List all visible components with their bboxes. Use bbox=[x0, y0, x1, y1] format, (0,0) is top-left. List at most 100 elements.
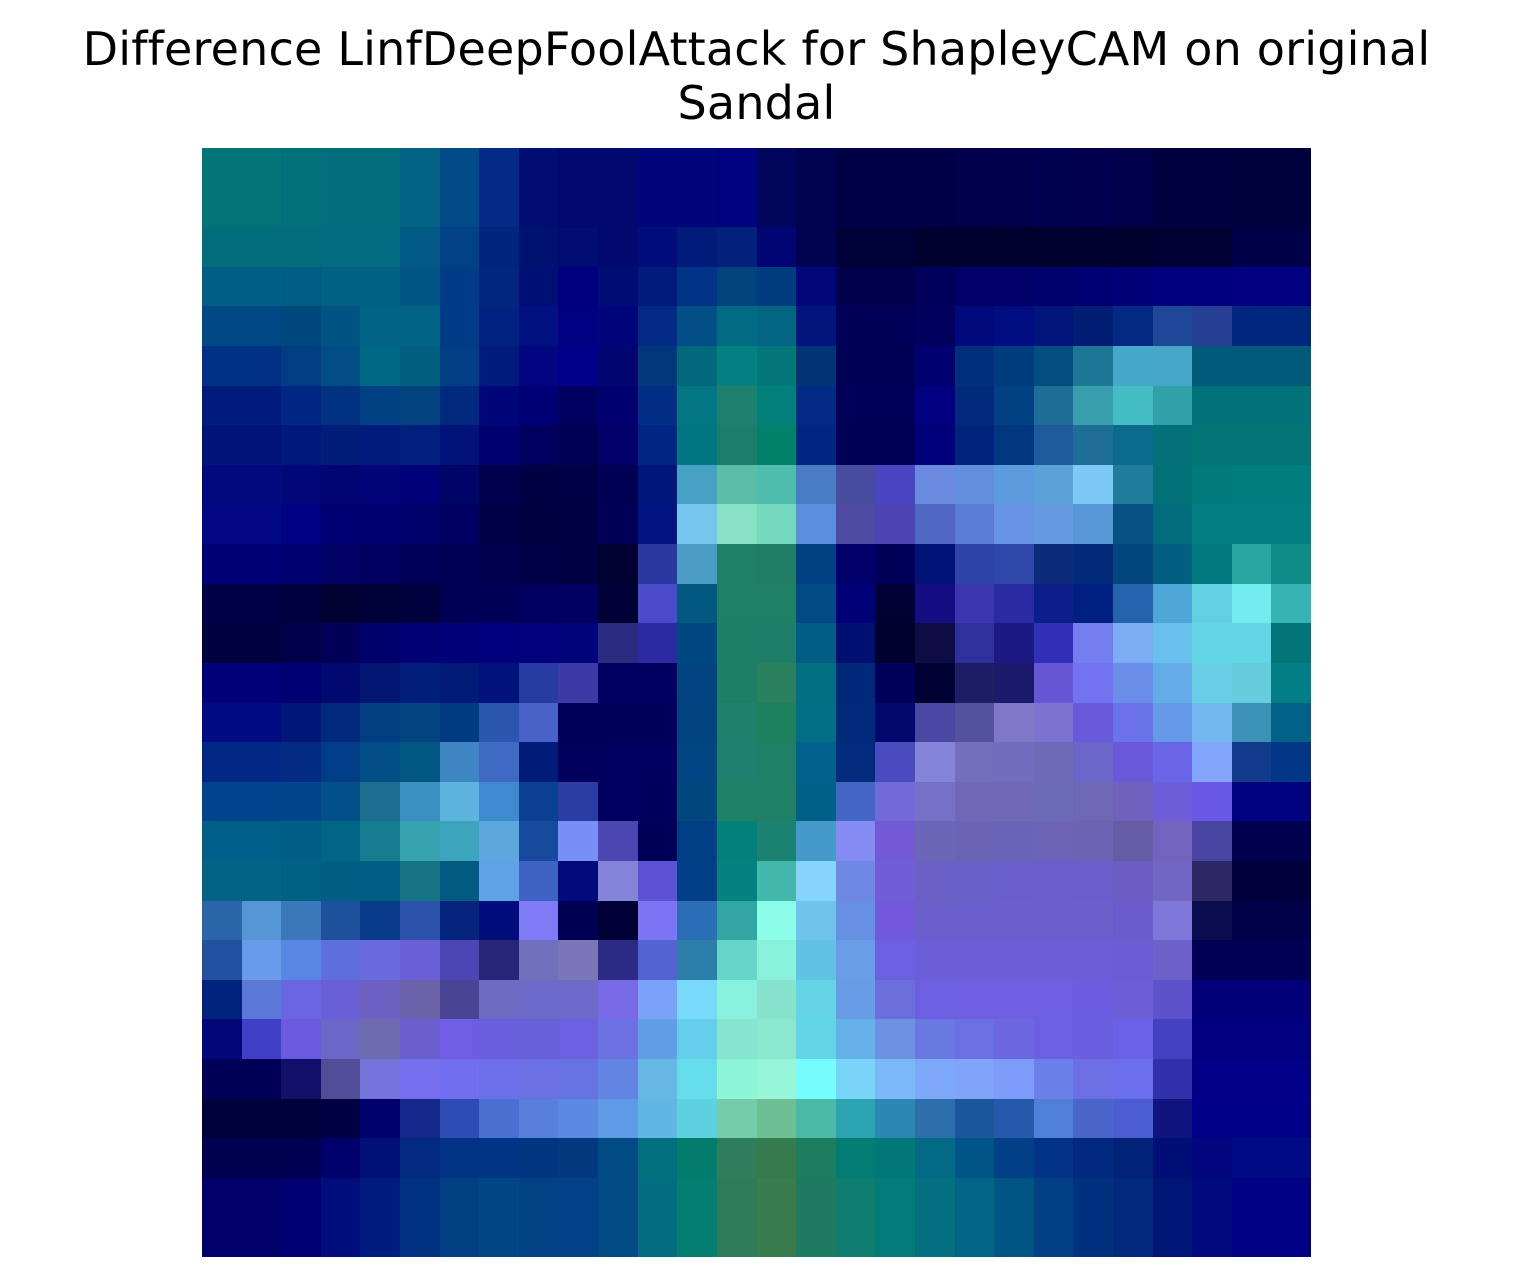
heatmap-cell-r26-c22 bbox=[1073, 1178, 1114, 1218]
heatmap-cell-r22-c6 bbox=[440, 1019, 480, 1060]
heatmap-cell-r24-c14 bbox=[757, 1099, 797, 1139]
heatmap-cell-r15-c14 bbox=[757, 742, 797, 783]
heatmap-cell-r27-c15 bbox=[796, 1217, 837, 1257]
heatmap-cell-r4-c3 bbox=[321, 306, 361, 347]
heatmap-cell-r3-c15 bbox=[796, 267, 837, 307]
heatmap-cell-r2-c0 bbox=[202, 227, 243, 268]
heatmap-cell-r19-c4 bbox=[360, 901, 401, 941]
heatmap-cell-r17-c18 bbox=[915, 821, 956, 862]
heatmap-cell-r17-c14 bbox=[757, 821, 797, 862]
heatmap-cell-r7-c9 bbox=[558, 425, 599, 466]
heatmap-cell-r10-c6 bbox=[440, 544, 480, 585]
heatmap-cell-r18-c0 bbox=[202, 861, 243, 902]
heatmap-cell-r2-c10 bbox=[598, 227, 639, 268]
heatmap-cell-r11-c15 bbox=[796, 584, 837, 624]
heatmap-cell-r24-c20 bbox=[994, 1099, 1035, 1139]
heatmap-cell-r9-c23 bbox=[1113, 504, 1154, 545]
heatmap-cell-r13-c25 bbox=[1192, 663, 1233, 704]
heatmap-cell-r9-c26 bbox=[1232, 504, 1272, 545]
heatmap-cell-r23-c14 bbox=[757, 1059, 797, 1100]
heatmap-cell-r8-c13 bbox=[717, 465, 758, 505]
heatmap-cell-r12-c1 bbox=[242, 623, 282, 664]
heatmap-cell-r1-c3 bbox=[321, 188, 361, 228]
heatmap-cell-r16-c18 bbox=[915, 782, 956, 822]
heatmap-cell-r18-c22 bbox=[1073, 861, 1114, 902]
heatmap-cell-r14-c9 bbox=[558, 703, 599, 743]
heatmap-cell-r23-c11 bbox=[638, 1059, 678, 1100]
heatmap-cell-r13-c16 bbox=[836, 663, 876, 704]
heatmap-cell-r0-c6 bbox=[440, 148, 480, 189]
heatmap-cell-r14-c26 bbox=[1232, 703, 1272, 743]
heatmap-cell-r26-c3 bbox=[321, 1178, 361, 1218]
heatmap-cell-r20-c23 bbox=[1113, 940, 1154, 981]
heatmap-cell-r15-c4 bbox=[360, 742, 401, 783]
heatmap-cell-r18-c10 bbox=[598, 861, 639, 902]
heatmap-cell-r9-c6 bbox=[440, 504, 480, 545]
heatmap-cell-r12-c20 bbox=[994, 623, 1035, 664]
heatmap-cell-r25-c13 bbox=[717, 1138, 758, 1179]
heatmap-cell-r16-c8 bbox=[519, 782, 559, 822]
heatmap-cell-r5-c27 bbox=[1271, 346, 1311, 387]
heatmap-cell-r17-c25 bbox=[1192, 821, 1233, 862]
heatmap-cell-r9-c13 bbox=[717, 504, 758, 545]
heatmap-cell-r23-c17 bbox=[875, 1059, 916, 1100]
heatmap-cell-r14-c6 bbox=[440, 703, 480, 743]
heatmap-cell-r6-c17 bbox=[875, 386, 916, 426]
heatmap-cell-r12-c3 bbox=[321, 623, 361, 664]
heatmap-cell-r3-c1 bbox=[242, 267, 282, 307]
heatmap-cell-r17-c10 bbox=[598, 821, 639, 862]
heatmap-cell-r17-c23 bbox=[1113, 821, 1154, 862]
heatmap-cell-r17-c9 bbox=[558, 821, 599, 862]
heatmap-cell-r20-c4 bbox=[360, 940, 401, 981]
heatmap-cell-r16-c6 bbox=[440, 782, 480, 822]
heatmap-cell-r18-c25 bbox=[1192, 861, 1233, 902]
heatmap-cell-r20-c11 bbox=[638, 940, 678, 981]
heatmap-cell-r11-c22 bbox=[1073, 584, 1114, 624]
heatmap-cell-r27-c12 bbox=[677, 1217, 718, 1257]
heatmap-cell-r7-c5 bbox=[400, 425, 441, 466]
heatmap-cell-r10-c18 bbox=[915, 544, 956, 585]
heatmap-cell-r10-c23 bbox=[1113, 544, 1154, 585]
heatmap-cell-r7-c21 bbox=[1034, 425, 1074, 466]
heatmap-cell-r19-c14 bbox=[757, 901, 797, 941]
heatmap-cell-r24-c2 bbox=[281, 1099, 322, 1139]
heatmap-cell-r27-c19 bbox=[955, 1217, 995, 1257]
heatmap-cell-r22-c18 bbox=[915, 1019, 956, 1060]
heatmap-cell-r2-c4 bbox=[360, 227, 401, 268]
heatmap-cell-r11-c7 bbox=[479, 584, 520, 624]
heatmap-cell-r3-c23 bbox=[1113, 267, 1154, 307]
heatmap-cell-r8-c18 bbox=[915, 465, 956, 505]
heatmap-cell-r16-c21 bbox=[1034, 782, 1074, 822]
heatmap-cell-r5-c13 bbox=[717, 346, 758, 387]
heatmap-cell-r8-c19 bbox=[955, 465, 995, 505]
heatmap-cell-r10-c26 bbox=[1232, 544, 1272, 585]
heatmap-cell-r18-c26 bbox=[1232, 861, 1272, 902]
heatmap-cell-r27-c17 bbox=[875, 1217, 916, 1257]
heatmap-cell-r3-c21 bbox=[1034, 267, 1074, 307]
heatmap-cell-r4-c2 bbox=[281, 306, 322, 347]
heatmap-cell-r5-c5 bbox=[400, 346, 441, 387]
heatmap-cell-r6-c10 bbox=[598, 386, 639, 426]
heatmap-cell-r23-c27 bbox=[1271, 1059, 1311, 1100]
heatmap-cell-r21-c2 bbox=[281, 980, 322, 1020]
heatmap-cell-r3-c19 bbox=[955, 267, 995, 307]
heatmap-cell-r20-c15 bbox=[796, 940, 837, 981]
heatmap-cell-r10-c7 bbox=[479, 544, 520, 585]
heatmap-cell-r13-c18 bbox=[915, 663, 956, 704]
heatmap-cell-r24-c27 bbox=[1271, 1099, 1311, 1139]
heatmap-cell-r25-c25 bbox=[1192, 1138, 1233, 1179]
heatmap-cell-r6-c21 bbox=[1034, 386, 1074, 426]
heatmap-cell-r6-c27 bbox=[1271, 386, 1311, 426]
heatmap-cell-r8-c27 bbox=[1271, 465, 1311, 505]
heatmap-cell-r18-c9 bbox=[558, 861, 599, 902]
heatmap-cell-r21-c7 bbox=[479, 980, 520, 1020]
heatmap-cell-r27-c6 bbox=[440, 1217, 480, 1257]
heatmap-cell-r0-c9 bbox=[558, 148, 599, 189]
heatmap-cell-r18-c15 bbox=[796, 861, 837, 902]
heatmap-cell-r1-c22 bbox=[1073, 188, 1114, 228]
heatmap-cell-r5-c15 bbox=[796, 346, 837, 387]
heatmap-cell-r15-c27 bbox=[1271, 742, 1311, 783]
heatmap-cell-r26-c24 bbox=[1153, 1178, 1193, 1218]
heatmap-cell-r21-c20 bbox=[994, 980, 1035, 1020]
heatmap-cell-r7-c26 bbox=[1232, 425, 1272, 466]
